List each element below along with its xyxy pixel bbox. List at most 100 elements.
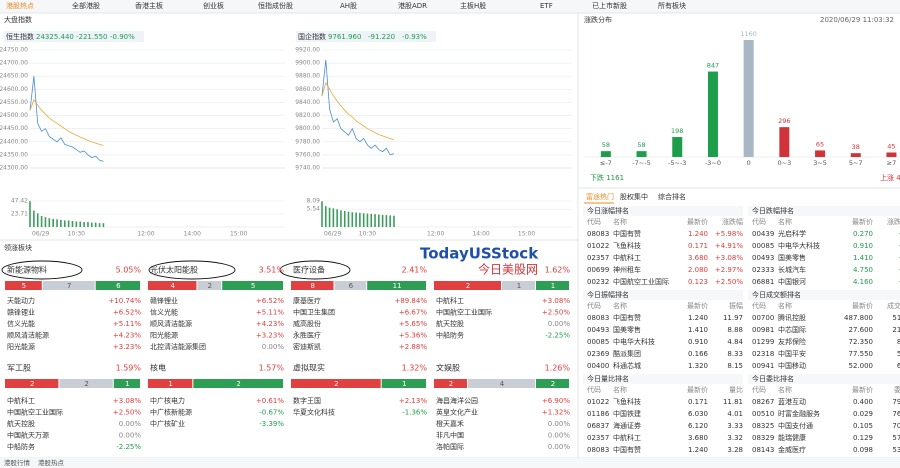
nav-tab[interactable]: 恒指成份股 xyxy=(258,1,293,10)
stock-name[interactable]: 洛帕国际 xyxy=(436,442,464,451)
stock-name[interactable]: 中广核新能源 xyxy=(150,408,192,417)
table-cell: -4. xyxy=(899,266,900,274)
stock-name[interactable]: 中航科工 xyxy=(436,296,464,305)
stock-name[interactable]: 英皇文化产业 xyxy=(436,408,478,417)
breadth-segment xyxy=(5,281,42,290)
stock-name[interactable]: 中船防务 xyxy=(7,442,35,451)
nav-tab[interactable]: 已上市新股 xyxy=(592,1,627,10)
sector-name[interactable]: 军工股 xyxy=(7,364,31,373)
volume-bar xyxy=(36,213,39,227)
table-cell[interactable]: 中电华大科技 xyxy=(778,241,820,250)
table-cell[interactable]: 金威医疗 xyxy=(778,445,806,454)
table-cell[interactable]: 中国支付通 xyxy=(778,421,813,430)
table-cell[interactable]: 中国有赞 xyxy=(613,229,641,238)
table-cell[interactable]: 友邦保险 xyxy=(778,337,806,346)
table-cell: +4.91% xyxy=(715,242,743,250)
stock-name[interactable]: 中广核电力 xyxy=(150,396,185,405)
stock-name[interactable]: 中国航天万源 xyxy=(7,431,49,440)
tab[interactable]: 股权集中 xyxy=(620,192,648,201)
sector-change-pct: 3.51% xyxy=(259,266,285,275)
stock-name[interactable]: 阳光能源 xyxy=(150,331,178,340)
sector-name[interactable]: 光伏太阳能股 xyxy=(150,265,198,275)
footer-tab[interactable]: 港股热点 xyxy=(38,458,65,467)
stock-name[interactable]: 阳光能源 xyxy=(7,342,35,351)
table-cell[interactable]: 海通证券 xyxy=(613,421,641,430)
sector-name[interactable]: 新能源物料 xyxy=(7,265,47,275)
table-cell[interactable]: 能瑞健康 xyxy=(778,433,806,442)
stock-name[interactable]: 永胜医疗 xyxy=(293,331,321,340)
table-cell: 6.9 xyxy=(897,362,900,370)
table-cell[interactable]: 国美零售 xyxy=(778,253,806,262)
nav-tab[interactable]: ETF xyxy=(540,2,553,10)
table-cell: 76.5 xyxy=(892,410,900,418)
stock-name[interactable]: 天能动力 xyxy=(7,296,35,305)
table-cell[interactable]: 科通芯城 xyxy=(613,361,641,370)
stock-name[interactable]: 信义光能 xyxy=(150,308,178,317)
volume-bar xyxy=(336,209,338,227)
stock-name[interactable]: 密迪斯凯 xyxy=(293,342,321,351)
stock-name[interactable]: 北控清洁能源集团 xyxy=(150,342,206,351)
table-cell[interactable]: 国美零售 xyxy=(613,325,641,334)
nav-tab[interactable]: 主板H股 xyxy=(460,1,486,10)
table-cell[interactable]: 光启科学 xyxy=(778,229,806,238)
table-cell[interactable]: 中国有赞 xyxy=(613,445,641,454)
table-cell[interactable]: 神州租车 xyxy=(613,265,641,274)
table-cell[interactable]: 长城汽车 xyxy=(778,265,806,274)
tab[interactable]: 富途热门 xyxy=(586,192,614,201)
nav-tab[interactable]: 港股热点 xyxy=(6,1,34,10)
stock-name[interactable]: 数字王国 xyxy=(293,396,321,405)
footer-tab[interactable]: 港股行情 xyxy=(4,458,31,467)
stock-name[interactable]: 中国航空工业国际 xyxy=(7,408,63,417)
sector-name[interactable]: 虚拟现实 xyxy=(293,363,325,373)
stock-change: +3.23% xyxy=(256,332,284,340)
stock-name[interactable]: 威高股份 xyxy=(293,319,321,328)
table-cell[interactable]: 腾讯控股 xyxy=(778,313,806,322)
sector-name[interactable]: 文娱股 xyxy=(436,363,460,373)
table-cell[interactable]: 中国移动 xyxy=(778,361,806,370)
nav-tab[interactable]: 所有板块 xyxy=(658,1,686,10)
sector-name[interactable]: 核电 xyxy=(150,363,166,373)
sector-name[interactable]: 医疗设备 xyxy=(293,265,325,275)
stock-name[interactable]: 顺风清洁能源 xyxy=(7,331,49,340)
table-cell[interactable]: 中国平安 xyxy=(778,349,806,358)
stock-name[interactable]: 中航科工 xyxy=(7,396,35,405)
stock-name[interactable]: 航天控股 xyxy=(436,319,464,328)
stock-name[interactable]: 中国航空工业国际 xyxy=(436,308,492,317)
table-cell[interactable]: 中国铁建 xyxy=(613,409,641,418)
stock-name[interactable]: 康基医疗 xyxy=(293,296,321,305)
stock-name[interactable]: 华夏文化科技 xyxy=(293,408,335,417)
nav-tab[interactable]: 香港主板 xyxy=(135,1,163,10)
stock-name[interactable]: 信义光能 xyxy=(7,319,35,328)
stock-name[interactable]: 顺风清洁能源 xyxy=(150,319,192,328)
table-cell[interactable]: 飞鱼科技 xyxy=(613,397,641,406)
table-cell[interactable]: 中航科工 xyxy=(613,433,641,442)
nav-tab[interactable]: 全部港股 xyxy=(72,1,100,10)
stock-name[interactable]: 非凡中国 xyxy=(436,431,464,440)
stock-name[interactable]: 海昌海洋公园 xyxy=(436,396,478,405)
nav-tab[interactable]: 港股ADR xyxy=(398,1,427,10)
table-title-bg xyxy=(583,290,743,300)
table-cell[interactable]: 中国有赞 xyxy=(613,313,641,322)
table-cell[interactable]: 蓝港互动 xyxy=(778,397,806,406)
stock-name[interactable]: 赣锋锂业 xyxy=(7,308,35,317)
stock-name[interactable]: 航天控股 xyxy=(7,419,35,428)
table-cell[interactable]: 中航科工 xyxy=(613,253,641,262)
table-cell[interactable]: 飞鱼科技 xyxy=(613,241,641,250)
nav-tab[interactable]: 创业板 xyxy=(203,1,224,10)
stock-name[interactable]: 橙天嘉禾 xyxy=(436,419,464,428)
volume-bar xyxy=(374,214,376,227)
table-cell[interactable]: 中国银河 xyxy=(778,277,806,286)
table-cell[interactable]: 中芯国际 xyxy=(778,325,806,334)
stock-name[interactable]: 中广核矿业 xyxy=(150,419,185,428)
stock-name[interactable]: 赣锋锂业 xyxy=(150,296,178,305)
tab[interactable]: 综合排名 xyxy=(658,192,686,201)
y-tick-label: 9760.00 xyxy=(295,151,320,158)
stock-name[interactable]: 中国卫生集团 xyxy=(293,308,335,317)
stock-name[interactable]: 中船防务 xyxy=(436,331,464,340)
table-cell[interactable]: 中电华大科技 xyxy=(613,337,655,346)
table-cell[interactable]: 中国航空工业国际 xyxy=(613,277,669,286)
breadth-segment xyxy=(468,379,535,388)
table-cell[interactable]: 时富金融服务 xyxy=(778,409,820,418)
nav-tab[interactable]: AH股 xyxy=(340,2,357,10)
table-cell[interactable]: 酷派集团 xyxy=(613,349,641,358)
